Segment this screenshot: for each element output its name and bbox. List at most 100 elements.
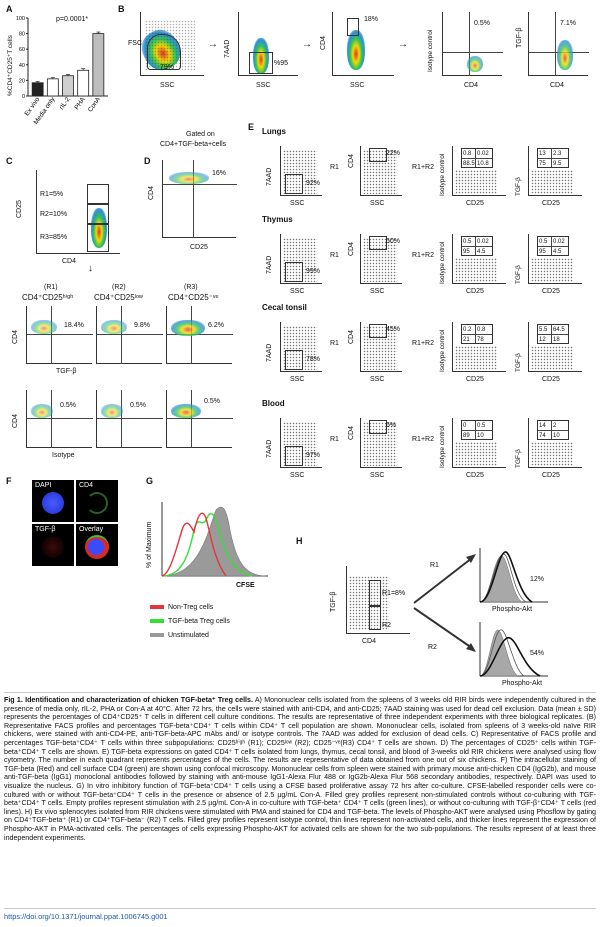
quadrant-line xyxy=(191,390,192,448)
panel-b-ssc3: SSC xyxy=(350,82,365,89)
arrow-right: → xyxy=(208,39,218,50)
panel-e-ssc-label: SSC xyxy=(290,376,305,383)
gate-box xyxy=(369,324,387,338)
panel-c-iso-r1 xyxy=(26,390,93,448)
quadrant-line xyxy=(461,334,493,335)
quadrant-frame xyxy=(461,148,493,168)
panel-d-cd4: CD4 xyxy=(148,185,155,200)
panel-g-label: G xyxy=(146,476,154,486)
category-label: rIL-2 xyxy=(58,96,72,111)
quadrant-line xyxy=(461,158,493,159)
panel-e-iso-q-ul: 0.8 xyxy=(463,151,472,157)
quadrant-frame xyxy=(461,324,493,344)
panel-c-iso-r3 xyxy=(166,390,233,448)
panel-e-pct1: 97% xyxy=(306,452,321,459)
quadrant-line xyxy=(469,12,470,76)
panel-c-p3: 6.2% xyxy=(208,322,224,329)
panel-b-plot-cd4 xyxy=(332,12,394,76)
arrow-right: → xyxy=(302,39,312,50)
panel-e-iso-plot xyxy=(452,418,506,468)
panel-e-cd4-label: CD4 xyxy=(348,425,355,440)
panel-e-row-title: Lungs xyxy=(262,127,286,136)
panel-g-ylabel: % of Maximum xyxy=(146,521,153,568)
panel-c-sub2: CD4⁺CD25ˡᵒʷ xyxy=(94,293,143,302)
panel-c-cd25: CD25 xyxy=(16,200,23,218)
panel-f-dapi-image xyxy=(32,480,74,522)
panel-c-iso-r2 xyxy=(96,390,163,448)
panel-b-ssc: SSC xyxy=(160,82,175,89)
caption-body: A) Mononuclear cells isolated from the s… xyxy=(4,696,596,842)
scatter-dots xyxy=(363,422,397,466)
panel-b-cd4-x2: CD4 xyxy=(550,82,565,89)
panel-e-tgf-xlabel: CD25 xyxy=(542,200,560,207)
panel-c-r3: R3=85% xyxy=(40,234,68,241)
panel-h-ph1: Phospho-Akt xyxy=(492,606,533,613)
panel-e-iso-q-lr: 10 xyxy=(477,433,484,439)
scatter-dots xyxy=(455,170,497,194)
panel-c-cd4-y2: CD4 xyxy=(12,413,19,428)
bar xyxy=(77,69,90,97)
flow-density xyxy=(169,172,209,184)
legend-item: Non-Treg cells xyxy=(150,604,230,611)
panel-e-iso-xlabel: CD25 xyxy=(466,376,484,383)
panel-c-sub1: CD4⁺CD25ʰⁱᵍʰ xyxy=(22,293,74,302)
quadrant-line xyxy=(51,390,52,448)
bar xyxy=(46,78,59,97)
panel-e-iso-xlabel: CD25 xyxy=(466,472,484,479)
legend-item: Unstimulated xyxy=(150,632,230,639)
flow-density xyxy=(91,208,107,248)
panel-e-tgf-ylabel: TGF-β xyxy=(515,449,522,468)
panel-e-tgf-plot xyxy=(528,322,582,372)
panel-e-iso-q-ul: 0.2 xyxy=(463,327,472,333)
panel-e-pct2: 6% xyxy=(386,422,397,429)
panel-b-label: B xyxy=(118,4,125,14)
panel-e-cd4-plot xyxy=(360,234,402,284)
gate-box xyxy=(285,350,303,370)
panel-c-i2: 0.5% xyxy=(130,402,146,409)
quadrant-line xyxy=(537,334,569,335)
panel-e-ssc-label: SSC xyxy=(290,472,305,479)
non-treg-profile xyxy=(161,512,227,577)
panel-e-iso-plot xyxy=(452,146,506,196)
panel-g-legend: Non-Treg cells TGF-beta Treg cells Unsti… xyxy=(150,604,230,639)
panel-e-pct1: 92% xyxy=(306,180,321,187)
y-tick-label: 20 xyxy=(19,78,25,84)
panel-h-r2: R2 xyxy=(382,622,391,629)
panel-e-label: E xyxy=(248,122,255,132)
panel-e-ssc-label2: SSC xyxy=(370,472,385,479)
panel-e-7aad-plot xyxy=(280,322,322,372)
quadrant-line xyxy=(461,246,493,247)
panel-e-pct2: 45% xyxy=(386,326,401,333)
scatter-dots xyxy=(455,258,497,282)
bar xyxy=(62,75,74,97)
panel-e-row-title: Blood xyxy=(262,399,285,408)
panel-e-tgf-ylabel: TGF-β xyxy=(515,177,522,196)
panel-e-7aad-plot xyxy=(280,234,322,284)
panel-e-cd4-plot xyxy=(360,146,402,196)
panel-d-cd25: CD25 xyxy=(190,244,208,251)
scatter-dots xyxy=(363,326,397,370)
panel-f-cd4-image xyxy=(76,480,118,522)
gate-box xyxy=(369,236,387,250)
panel-c-p2: 9.8% xyxy=(134,322,150,329)
scatter-dots xyxy=(283,238,317,282)
panel-e-cd4-plot xyxy=(360,418,402,468)
quadrant-frame xyxy=(537,420,569,440)
panel-h-arrows xyxy=(413,554,476,652)
doi-link[interactable]: https://doi.org/10.1371/journal.ppat.100… xyxy=(4,912,168,921)
panel-h-tgf: TGF-β xyxy=(330,591,337,612)
arrow-right: → xyxy=(398,39,408,50)
panel-c-cd4: CD4 xyxy=(62,258,77,265)
panel-e-tgf-q-ur: 2.3 xyxy=(553,151,562,157)
flow-density xyxy=(347,30,365,70)
y-tick-label: 60 xyxy=(19,47,25,53)
panel-f-cd4: CD4 xyxy=(79,482,94,489)
panel-e-tgf-q-lr: 10 xyxy=(553,433,560,439)
scatter-dots xyxy=(455,442,497,466)
panel-c-r2: R2=10% xyxy=(40,211,68,218)
flow-density xyxy=(557,40,573,70)
gate-box xyxy=(347,18,359,36)
flow-density xyxy=(171,320,205,336)
flow-density xyxy=(171,404,201,418)
